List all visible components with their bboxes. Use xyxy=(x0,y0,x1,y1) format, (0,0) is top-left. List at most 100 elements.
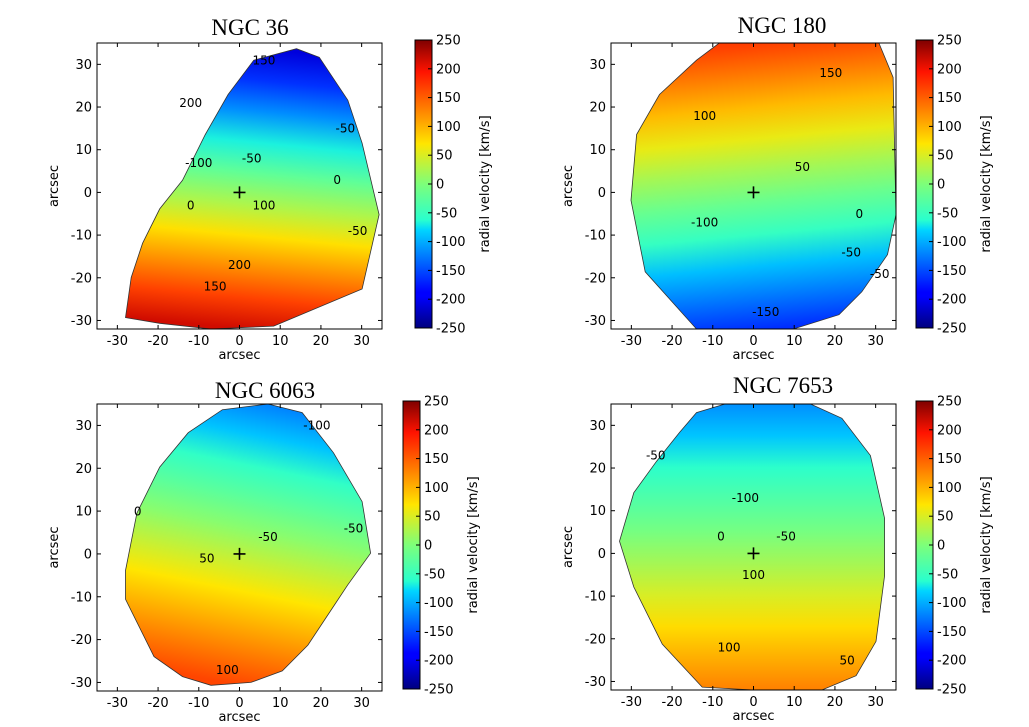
colorbar-tick-label: 150 xyxy=(436,91,461,106)
contour-label: 0 xyxy=(187,198,195,212)
colorbar-label: radial velocity [km/s] xyxy=(466,476,481,613)
x-axis-label: arcsec xyxy=(732,709,774,724)
contour-label: -50 xyxy=(841,245,861,259)
colorbar-tick-label: -150 xyxy=(424,625,454,640)
contour-label: 200 xyxy=(179,96,202,110)
y-tick-label: 10 xyxy=(589,504,606,519)
x-tick-label: 20 xyxy=(827,695,844,710)
contour-label: -150 xyxy=(752,305,779,319)
contour-label: -50 xyxy=(870,267,890,281)
colorbar-label: radial velocity [km/s] xyxy=(979,476,994,613)
colorbar-tick-label: 50 xyxy=(937,510,954,525)
contour-label: 0 xyxy=(856,207,864,221)
colorbar-tick-label: -100 xyxy=(937,596,967,611)
contour-label: -50 xyxy=(258,530,278,544)
x-tick-label: 30 xyxy=(353,334,370,349)
contour-label: 50 xyxy=(840,653,855,667)
y-tick-label: 20 xyxy=(589,462,606,477)
colorbar-tick-label: -50 xyxy=(436,206,457,221)
y-axis-label: arcsec xyxy=(47,526,62,568)
x-tick-label: -30 xyxy=(621,334,642,349)
contour-label: -100 xyxy=(691,216,718,230)
contour-label: 100 xyxy=(252,198,275,212)
contour-label: 150 xyxy=(204,280,227,294)
panel-title: NGC 7653 xyxy=(733,373,833,398)
colorbar-tick-label: -200 xyxy=(937,293,967,308)
colorbar-tick-label: -50 xyxy=(937,567,958,582)
colorbar-tick-label: -250 xyxy=(937,683,967,698)
contour-label: -50 xyxy=(646,448,666,462)
velocity-field xyxy=(619,403,885,691)
colorbar-tick-label: -200 xyxy=(937,654,967,669)
y-tick-label: -10 xyxy=(71,229,92,244)
y-tick-label: -20 xyxy=(585,271,606,286)
x-tick-label: 0 xyxy=(235,334,243,349)
colorbar-tick-label: 250 xyxy=(424,395,449,410)
colorbar-tick-label: -150 xyxy=(937,625,967,640)
colorbar-tick-label: 200 xyxy=(436,62,461,77)
velocity-field xyxy=(630,42,897,330)
y-tick-label: 0 xyxy=(598,186,606,201)
x-tick-label: -10 xyxy=(702,695,723,710)
panel-title: NGC 36 xyxy=(211,15,288,40)
colorbar-tick-label: -250 xyxy=(937,322,967,337)
colorbar-tick-label: 0 xyxy=(937,539,945,554)
colorbar-tick-label: -200 xyxy=(424,654,454,669)
contour-label: 100 xyxy=(718,641,741,655)
contour-label: 100 xyxy=(742,568,765,582)
contour-label: 0 xyxy=(134,504,142,518)
x-tick-label: 20 xyxy=(827,334,844,349)
y-tick-label: 0 xyxy=(598,547,606,562)
x-tick-label: 30 xyxy=(867,334,884,349)
y-tick-label: 0 xyxy=(84,547,92,562)
contour-label: -50 xyxy=(336,122,356,136)
contour-label: 0 xyxy=(333,173,341,187)
y-tick-label: 10 xyxy=(589,143,606,158)
colorbar-tick-label: 100 xyxy=(937,481,962,496)
contour-label: 0 xyxy=(717,530,725,544)
colorbar-tick-label: 150 xyxy=(937,91,962,106)
contour-label: 50 xyxy=(795,160,810,174)
contour-label: 200 xyxy=(228,258,251,272)
y-tick-label: -10 xyxy=(71,590,92,605)
y-tick-label: 20 xyxy=(589,101,606,116)
center-marker xyxy=(233,547,246,560)
x-tick-label: 0 xyxy=(749,334,757,349)
x-tick-label: 10 xyxy=(786,695,803,710)
y-tick-label: 20 xyxy=(75,101,92,116)
contour-label: -100 xyxy=(732,491,759,505)
y-tick-label: -20 xyxy=(585,632,606,647)
y-tick-label: -10 xyxy=(585,229,606,244)
y-tick-label: -30 xyxy=(71,676,92,691)
y-tick-label: -10 xyxy=(585,590,606,605)
x-tick-label: -30 xyxy=(621,695,642,710)
contour-label: 100 xyxy=(216,663,239,677)
colorbar-tick-label: -100 xyxy=(424,596,454,611)
colorbar-tick-label: -250 xyxy=(436,322,466,337)
x-tick-label: -10 xyxy=(188,334,209,349)
colorbar-tick-label: 150 xyxy=(424,452,449,467)
panel-title: NGC 6063 xyxy=(215,378,315,403)
y-axis-label: arcsec xyxy=(561,165,576,207)
y-tick-label: 10 xyxy=(75,143,92,158)
x-tick-label: -10 xyxy=(188,696,209,711)
colorbar-tick-label: -50 xyxy=(424,567,445,582)
colorbar-tick-label: -250 xyxy=(424,683,454,698)
y-axis-label: arcsec xyxy=(561,526,576,568)
colorbar-tick-label: 0 xyxy=(937,178,945,193)
colorbar-tick-label: 200 xyxy=(424,423,449,438)
x-tick-label: 0 xyxy=(749,695,757,710)
colorbar-tick-label: 200 xyxy=(937,423,962,438)
colorbar-tick-label: -150 xyxy=(937,264,967,279)
y-tick-label: 30 xyxy=(589,58,606,73)
contour-label: 100 xyxy=(693,109,716,123)
colorbar-tick-label: -200 xyxy=(436,293,466,308)
panel-title: NGC 180 xyxy=(738,13,827,38)
y-tick-label: -20 xyxy=(71,271,92,286)
center-marker xyxy=(747,547,760,560)
y-tick-label: 30 xyxy=(75,58,92,73)
x-tick-label: 10 xyxy=(272,696,289,711)
